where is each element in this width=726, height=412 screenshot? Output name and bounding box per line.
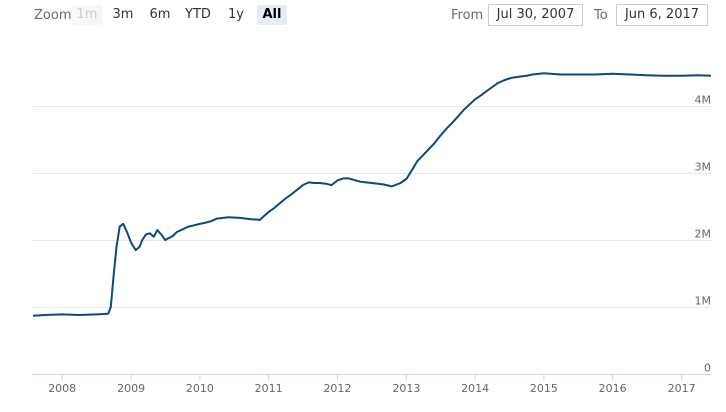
y-tick-label: 4M <box>695 94 712 107</box>
to-date-input[interactable]: Jun 6, 2017 <box>616 4 708 26</box>
x-tick-label: 2015 <box>530 382 558 395</box>
x-tick-label: 2009 <box>117 382 145 395</box>
x-tick-label: 2014 <box>461 382 489 395</box>
series-line <box>32 72 712 317</box>
zoom-label: Zoom <box>34 8 72 23</box>
zoom-1y-button[interactable]: 1y <box>228 7 244 22</box>
zoom-3m-button[interactable]: 3m <box>112 7 134 22</box>
x-tick-label: 2010 <box>186 382 214 395</box>
x-tick-label: 2012 <box>323 382 351 395</box>
y-tick-label: 0 <box>704 362 711 375</box>
x-tick-label: 2008 <box>48 382 76 395</box>
x-tick-label: 2011 <box>255 382 283 395</box>
y-tick-label: 3M <box>695 161 712 174</box>
range-selector-toolbar: Zoom 1m 3m 6m YTD 1y All From Jul 30, 20… <box>0 0 726 32</box>
x-tick-label: 2017 <box>668 382 696 395</box>
grid-lines <box>33 106 711 375</box>
from-label: From <box>451 8 484 23</box>
from-date-input[interactable]: Jul 30, 2007 <box>488 4 583 26</box>
to-label: To <box>594 8 608 23</box>
x-tick-label: 2016 <box>599 382 627 395</box>
y-axis: 0 1M 2M 3M 4M <box>695 94 712 375</box>
y-tick-label: 2M <box>695 228 712 241</box>
x-tick-label: 2013 <box>392 382 420 395</box>
x-axis: 2008 2009 2010 2011 2012 2013 2014 2015 2016 2017 <box>33 374 711 395</box>
zoom-6m-button[interactable]: 6m <box>149 7 171 22</box>
y-tick-label: 1M <box>695 295 712 308</box>
zoom-ytd-button[interactable]: YTD <box>185 7 211 22</box>
zoom-1m-button: 1m <box>72 5 102 25</box>
zoom-all-button[interactable]: All <box>257 5 287 25</box>
